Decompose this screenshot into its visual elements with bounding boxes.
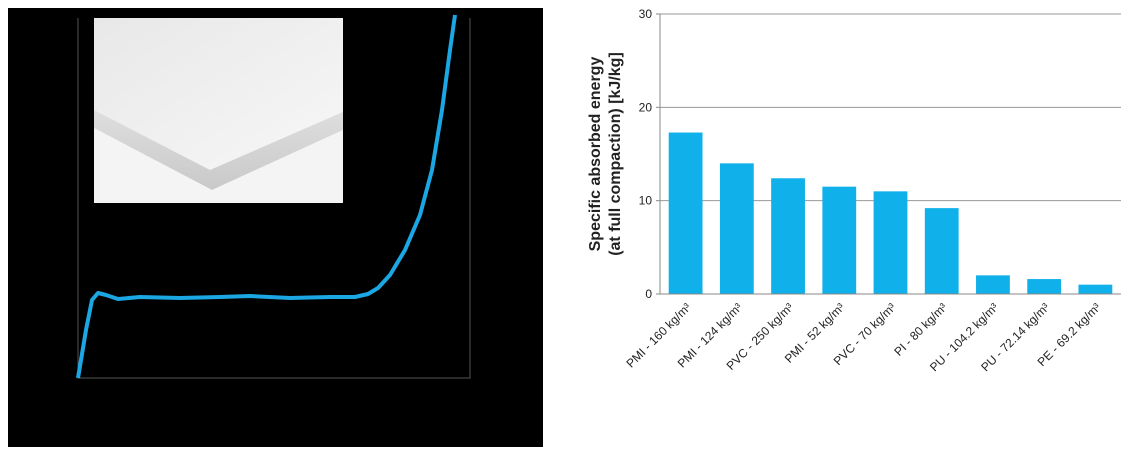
y-tick-label: 30 <box>639 7 653 21</box>
plot-frame <box>77 18 471 379</box>
y-tick-label: 10 <box>639 194 653 208</box>
y-axis-title: (at full compaction) [kJ/kg] <box>607 52 624 256</box>
bar <box>976 275 1010 294</box>
bar <box>1027 279 1062 294</box>
stress-strain-panel <box>8 8 543 447</box>
y-axis-title: Specific absorbed energy <box>587 57 604 252</box>
stress-strain-curve <box>76 14 457 379</box>
y-tick-label: 20 <box>639 100 653 114</box>
bar <box>1078 284 1113 294</box>
y-tick-label: 0 <box>645 287 652 301</box>
bar <box>719 163 754 294</box>
foam-photo <box>94 18 343 203</box>
bar <box>668 132 703 294</box>
bar-chart: Specific absorbed energy (at full compac… <box>587 7 1121 374</box>
bar <box>771 178 805 294</box>
bar <box>873 191 908 294</box>
bar <box>924 208 959 294</box>
bar <box>822 186 857 294</box>
